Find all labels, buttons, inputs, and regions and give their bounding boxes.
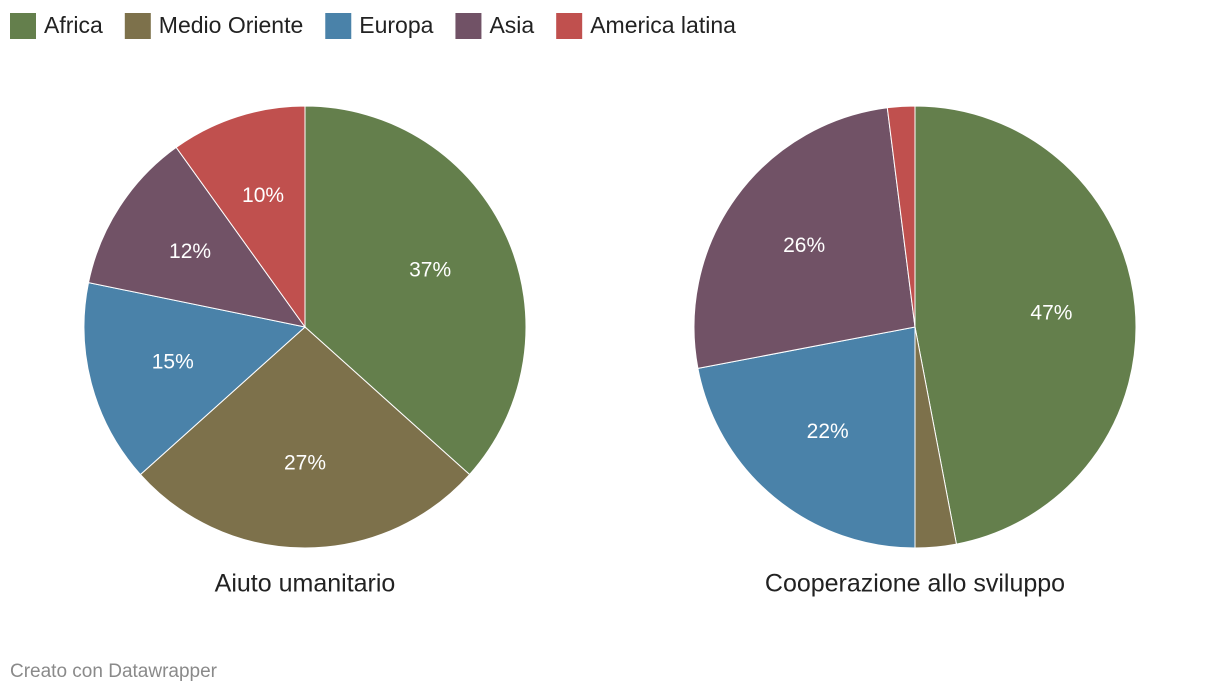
footer: Creato con Datawrapper bbox=[10, 661, 218, 682]
pie-slice bbox=[139, 326, 471, 549]
legend-label: Asia bbox=[489, 12, 534, 38]
legend-label: Medio Oriente bbox=[159, 12, 303, 38]
legend-swatch bbox=[10, 13, 36, 39]
slice-label: 27% bbox=[284, 452, 326, 475]
slice-label: 37% bbox=[409, 259, 451, 282]
slice-label: 15% bbox=[152, 350, 194, 373]
pie-slice bbox=[886, 105, 916, 328]
pie-slice bbox=[83, 282, 307, 476]
legend-label: America latina bbox=[590, 12, 736, 38]
chart-title: Cooperazione allo sviluppo bbox=[765, 570, 1065, 598]
legend-label: Europa bbox=[359, 12, 433, 38]
legend-swatch bbox=[124, 13, 151, 39]
legend-swatch bbox=[325, 13, 352, 39]
pie-slice bbox=[175, 105, 306, 329]
slice-label: 12% bbox=[169, 240, 211, 263]
pie-slice bbox=[304, 105, 527, 476]
legend-label: Africa bbox=[44, 12, 103, 38]
chart-title: Aiuto umanitario bbox=[215, 570, 396, 598]
legend-swatch bbox=[556, 13, 583, 39]
slice-label: 10% bbox=[242, 184, 284, 207]
slice-label: 47% bbox=[1030, 302, 1072, 325]
slice-label: 26% bbox=[783, 234, 825, 257]
pie-slice bbox=[697, 326, 916, 549]
legend-swatch bbox=[455, 13, 482, 39]
pie-slice bbox=[914, 105, 1137, 545]
pie-slice bbox=[87, 146, 307, 328]
pie-slice bbox=[693, 107, 916, 369]
slice-label: 22% bbox=[807, 420, 849, 443]
